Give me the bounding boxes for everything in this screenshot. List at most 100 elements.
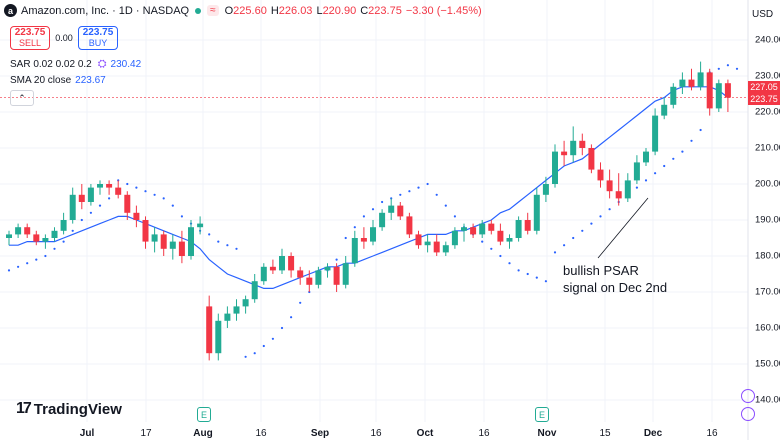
chart-grid (0, 0, 748, 422)
candle (570, 126, 577, 163)
annotation-pointer (597, 197, 649, 259)
psar-dot (26, 262, 29, 265)
candle (6, 230, 12, 246)
psar-dot (208, 233, 211, 236)
candle (706, 68, 713, 116)
sar-label: SAR 0.02 0.02 0.2 (10, 59, 92, 70)
psar-dot (644, 179, 648, 182)
psar-dot (271, 337, 274, 340)
candle (588, 144, 595, 174)
psar-dot (162, 197, 165, 200)
collapse-indicators-button[interactable]: ⌃ (10, 90, 34, 106)
candle-body (269, 266, 276, 271)
candle (397, 202, 404, 220)
candle-body (306, 277, 313, 285)
psar-dot (135, 186, 138, 189)
ohlc-label-c: C (360, 4, 369, 17)
psar-dot (35, 258, 38, 261)
psar-dot (44, 254, 47, 258)
candle-body (570, 140, 577, 156)
ohlc-label-h: H (270, 4, 279, 17)
candle (533, 187, 540, 235)
indicator-sar[interactable]: SAR 0.02 0.02 0.2 ⛭ 230.42 (10, 58, 141, 71)
psar-dot (444, 204, 447, 207)
candle-body (433, 241, 440, 253)
psar-dot (544, 280, 548, 283)
candle (624, 173, 631, 202)
candle-body (24, 227, 31, 235)
alert-circle-icon[interactable] (741, 389, 755, 403)
psar-dot (526, 272, 529, 276)
x-tick-label: Nov (537, 428, 557, 439)
y-tick-label: 230.00 (755, 70, 780, 82)
candle (151, 227, 158, 253)
candle (297, 266, 304, 285)
psar-dot (672, 157, 675, 160)
candle (351, 230, 358, 267)
buy-button[interactable]: 223.75 BUY (78, 26, 118, 50)
x-tick-label: Dec (643, 428, 663, 439)
candle (133, 205, 140, 228)
candle (442, 241, 449, 256)
candle (661, 97, 668, 120)
psar-dot (572, 236, 575, 240)
candle-body (224, 313, 231, 321)
tradingview-logo: 17 TradingView (16, 400, 122, 418)
sar-value: 230.42 (110, 59, 142, 70)
candle (324, 263, 331, 278)
psar-dot (563, 244, 566, 247)
candle (233, 299, 240, 321)
candle (388, 198, 395, 220)
psar-dot (399, 193, 402, 196)
psar-dot (517, 269, 520, 272)
y-tick-label: 210.00 (755, 142, 780, 154)
chevron-up-icon: ⌃ (18, 92, 26, 103)
candle-body (42, 238, 49, 242)
candle (542, 176, 549, 202)
x-tick-label: Jul (79, 428, 95, 439)
candle (69, 187, 76, 224)
earnings-badge-nov[interactable]: E (535, 407, 549, 422)
candle-body (633, 162, 640, 181)
psar-dot (353, 226, 356, 229)
earnings-badge-aug[interactable]: E (197, 407, 211, 422)
ohlc-values: O225.60 H226.03 L220.90 C223.75 (225, 5, 406, 17)
psar-dot (98, 204, 102, 207)
currency-label[interactable]: USD (752, 9, 774, 20)
candle (579, 133, 586, 156)
candle-body (379, 212, 386, 228)
candle-body (715, 83, 722, 109)
candle (415, 230, 422, 249)
candle (197, 216, 204, 235)
candle-body (624, 180, 631, 199)
candle-body (15, 227, 22, 235)
indicator-sma[interactable]: SMA 20 close 223.67 (10, 75, 106, 86)
candle-body (706, 72, 713, 109)
alert-circle-icon-2[interactable] (741, 407, 755, 421)
candle (670, 83, 677, 109)
sell-button[interactable]: 223.75 SELL (10, 26, 50, 50)
symbol-title[interactable]: Amazon.com, Inc. · 1D · NASDAQ (21, 4, 190, 17)
candle (479, 220, 486, 238)
candle (15, 223, 22, 238)
candle-body (251, 281, 258, 300)
x-tick-label: 16 (370, 428, 382, 439)
x-tick-label: 16 (706, 428, 718, 439)
candle-body (324, 266, 331, 271)
psar-dot (453, 215, 456, 218)
psar-dot (435, 193, 438, 196)
candle-body (561, 151, 568, 156)
candle-body (297, 270, 304, 278)
psar-dot (663, 164, 666, 168)
psar-dot (508, 262, 511, 265)
price-label: 227.05 (748, 80, 780, 93)
candle-body (106, 184, 113, 188)
sar-settings-icon[interactable]: ⛭ (97, 58, 107, 70)
candle (597, 162, 604, 188)
candle (169, 234, 176, 260)
candle (251, 274, 258, 303)
candle (370, 220, 376, 246)
candle (160, 230, 167, 256)
psar-dot (417, 186, 420, 189)
